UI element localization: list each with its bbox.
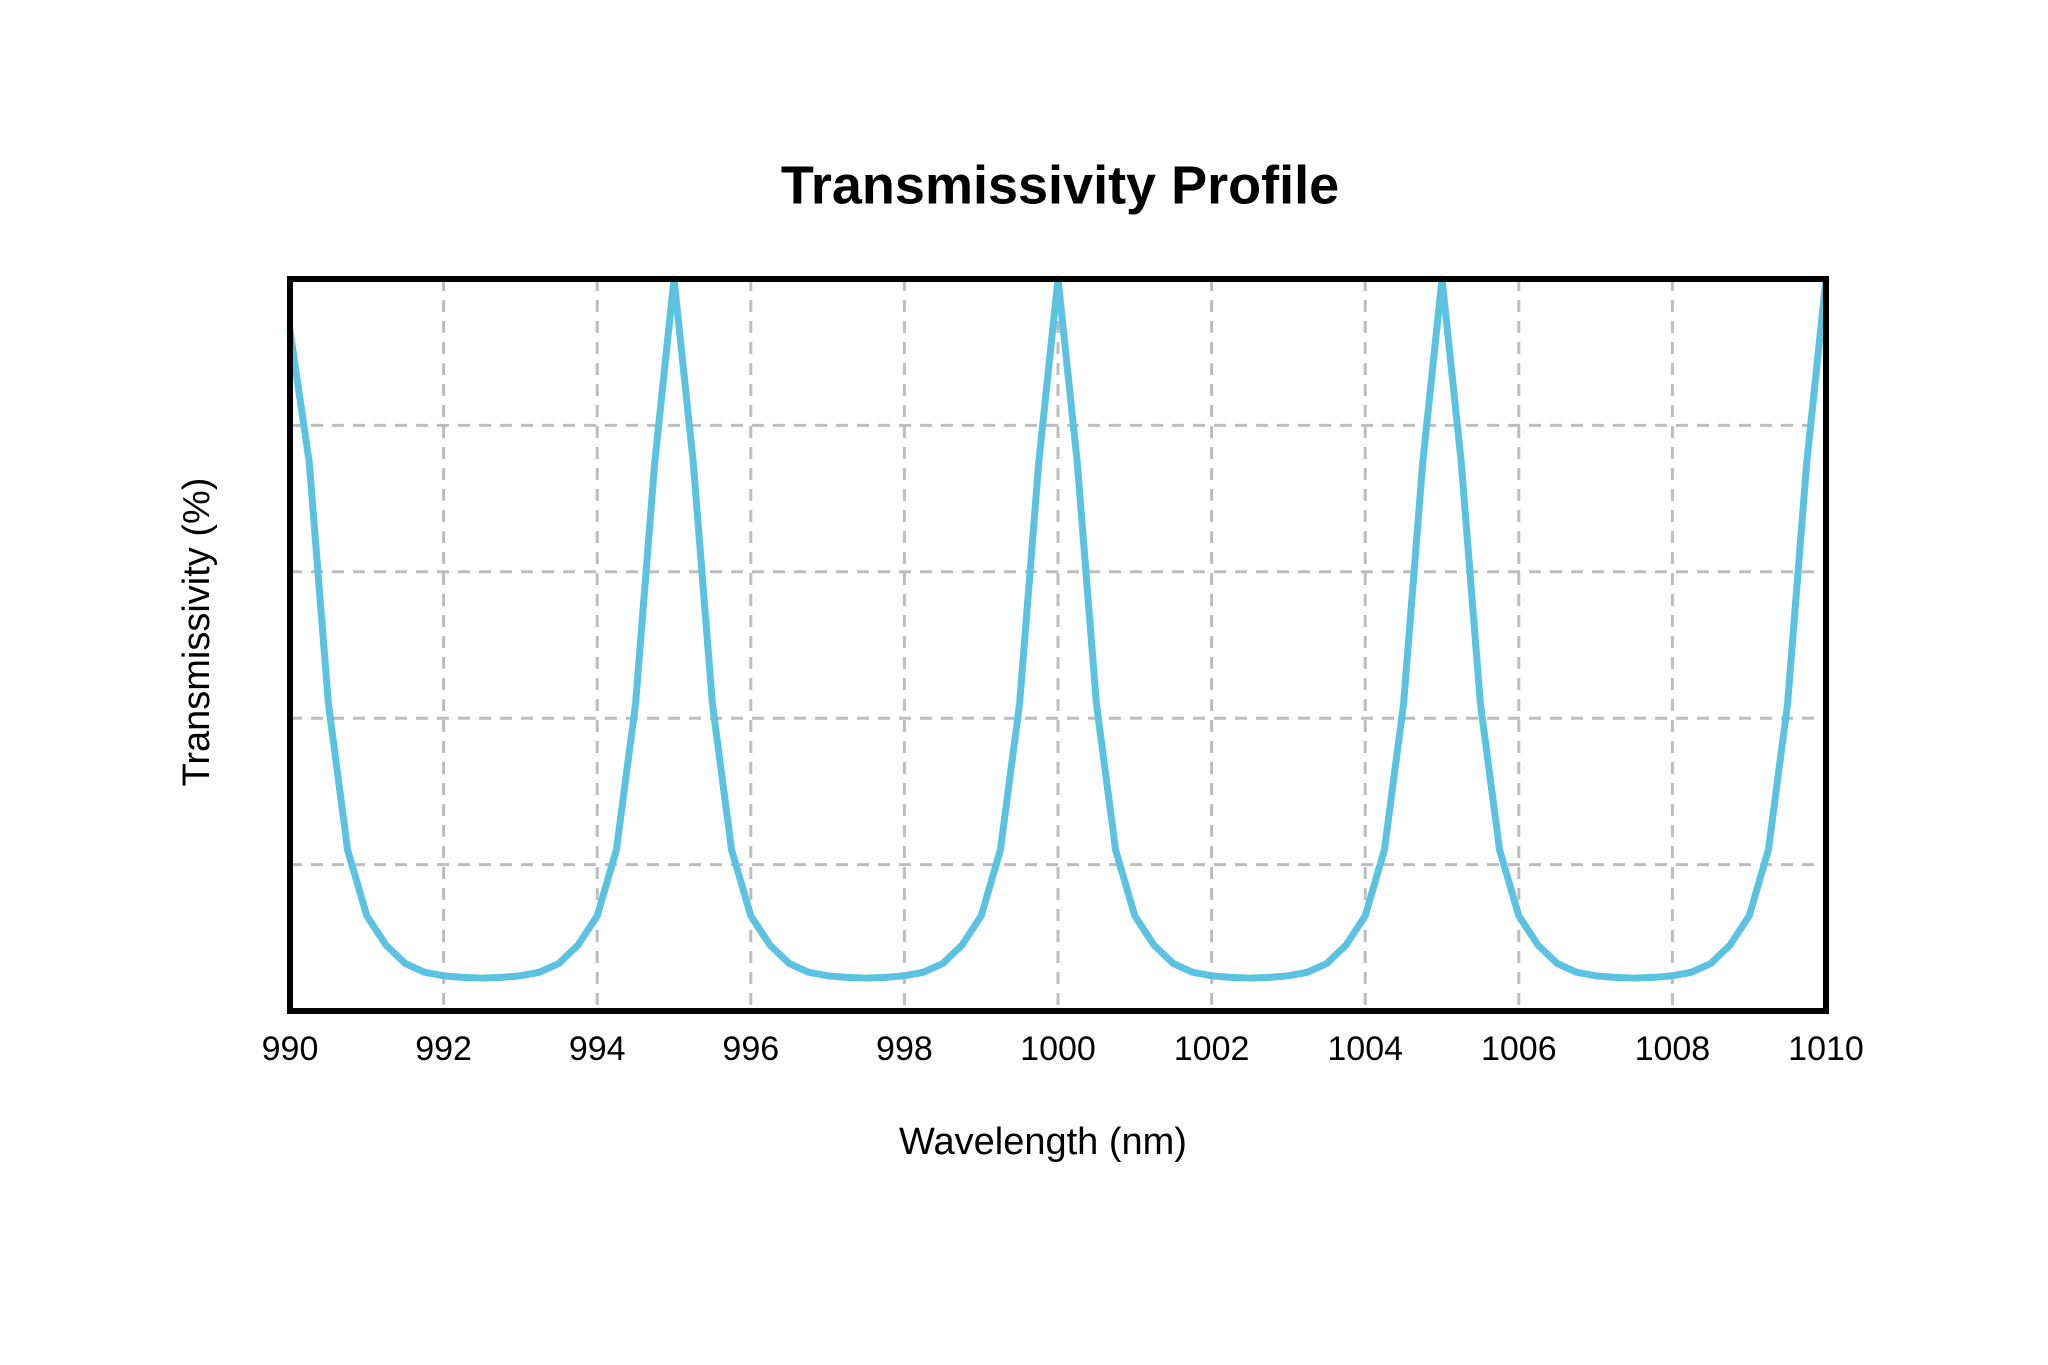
grid bbox=[288, 279, 1828, 1011]
x-tick-label: 994 bbox=[569, 1030, 626, 1068]
x-tick-label: 998 bbox=[876, 1030, 933, 1068]
x-axis-label: Wavelength (nm) bbox=[899, 1121, 1187, 1163]
x-tick-label: 1000 bbox=[1020, 1030, 1096, 1068]
plot-border bbox=[287, 276, 1829, 1014]
y-axis-label: Transmissivity (%) bbox=[176, 478, 218, 787]
ticks: 990 992 994 996 998 1000 1002 1004 1006 1008 1010 bbox=[262, 1030, 1864, 1068]
x-tick-label: 1006 bbox=[1481, 1030, 1557, 1068]
x-tick-label: 1008 bbox=[1635, 1030, 1711, 1068]
x-tick-label: 1010 bbox=[1788, 1030, 1864, 1068]
x-tick-label: 1002 bbox=[1174, 1030, 1250, 1068]
x-tick-label: 996 bbox=[722, 1030, 779, 1068]
x-tick-label: 990 bbox=[262, 1030, 319, 1068]
x-tick-label: 1004 bbox=[1327, 1030, 1403, 1068]
x-tick-label: 992 bbox=[415, 1030, 472, 1068]
chart-title: Transmissivity Profile bbox=[781, 155, 1339, 215]
